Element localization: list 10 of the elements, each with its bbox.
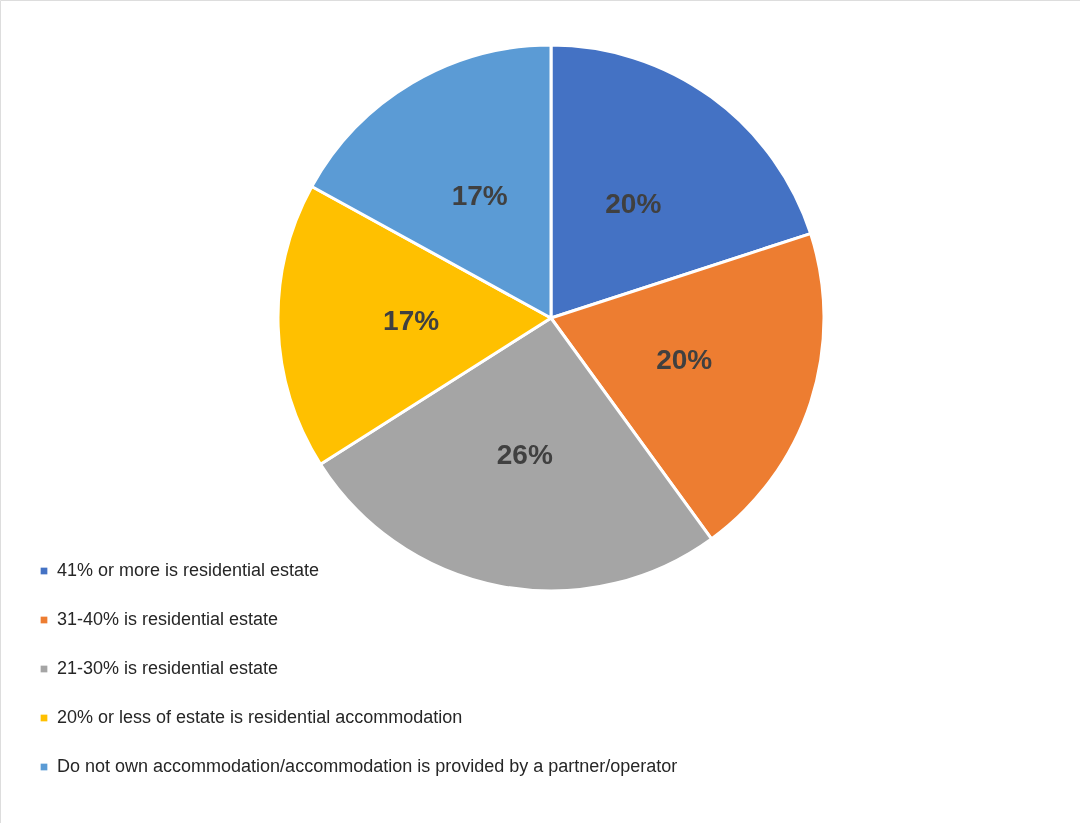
data-label: 20% bbox=[656, 344, 713, 376]
legend-label: 21-30% is residential estate bbox=[57, 658, 279, 678]
data-label: 17% bbox=[451, 180, 508, 212]
data-label: 26% bbox=[496, 438, 553, 470]
legend-label: 20% or less of estate is residential accommodation bbox=[57, 707, 463, 727]
legend-label: Do not own accommodation/accommodation is provided by a partner/operator bbox=[57, 756, 678, 776]
data-label: 20% bbox=[605, 187, 662, 219]
legend-label: 41% or more is residential estate bbox=[57, 560, 320, 580]
legend-label: 31-40% is residential estate bbox=[57, 609, 279, 629]
data-label: 17% bbox=[383, 305, 440, 337]
